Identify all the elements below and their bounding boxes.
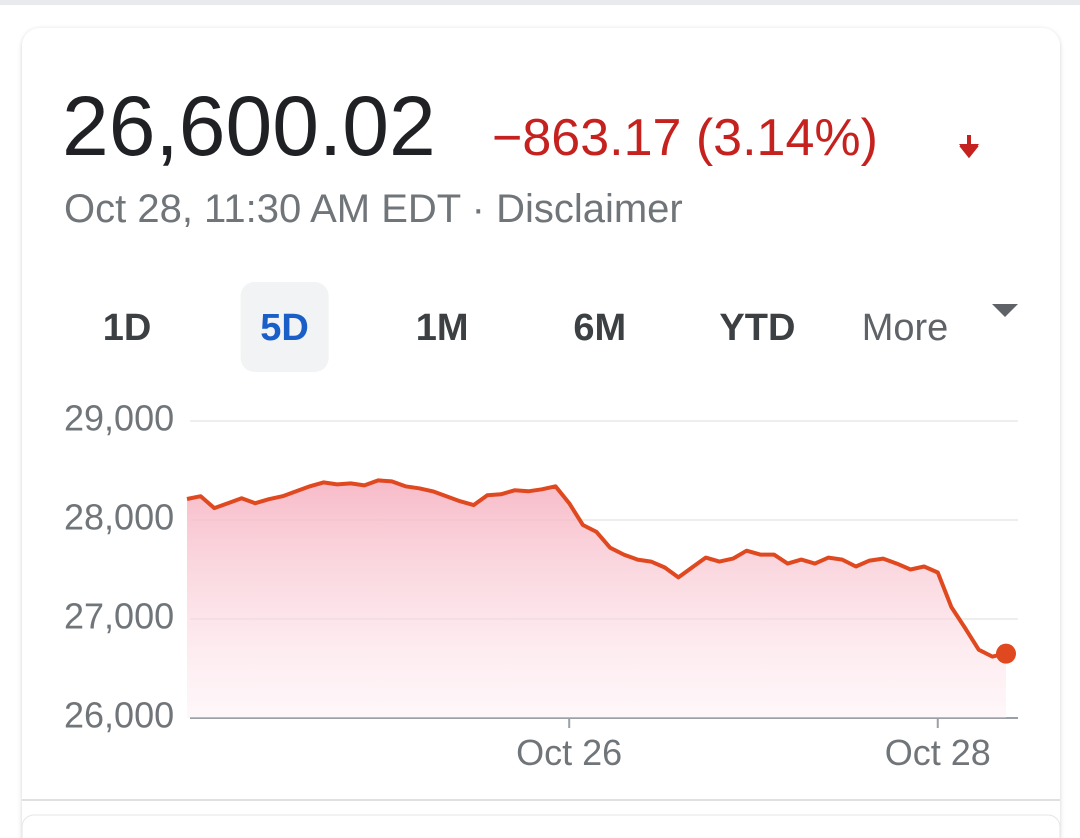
tab-highlight [240, 282, 329, 372]
price: 26,600.02 [62, 79, 436, 173]
y-tick-label: 27,000 [64, 596, 174, 637]
x-tick-label: Oct 28 [885, 732, 991, 773]
down-arrow-head [959, 144, 979, 157]
top-band [0, 0, 1080, 5]
y-tick-label: 28,000 [64, 497, 174, 538]
price-line [186, 478, 1007, 659]
timestamp-line: Oct 28, 11:30 AM EDT · Disclaimer [64, 187, 683, 231]
price-change: −863.17 (3.14%) [492, 109, 878, 167]
more-dropdown[interactable] [992, 304, 1018, 317]
y-tick-label: 26,000 [64, 695, 174, 736]
next-card [21, 814, 1061, 838]
chart: 26,000 27,000 28,000 29,000 Oct 26 Oct 28 [64, 398, 1018, 773]
last-point [996, 643, 1016, 664]
separator: · [472, 187, 485, 231]
tab[interactable]: YTD [719, 307, 795, 349]
x-tick-label: Oct 26 [516, 732, 622, 773]
tab[interactable]: 6M [573, 307, 626, 349]
disclaimer[interactable]: Disclaimer [496, 187, 683, 231]
area-fill [187, 480, 1006, 718]
y-tick-label: 29,000 [64, 398, 174, 439]
tab[interactable]: More [862, 307, 949, 349]
timestamp: Oct 28, 11:30 AM EDT [64, 187, 461, 231]
tab[interactable]: 5D [260, 307, 309, 349]
range-tabs: 1D 5D 1M 6M YTD More [103, 282, 949, 372]
tab[interactable]: 1M [416, 307, 469, 349]
tab[interactable]: 1D [103, 307, 152, 349]
